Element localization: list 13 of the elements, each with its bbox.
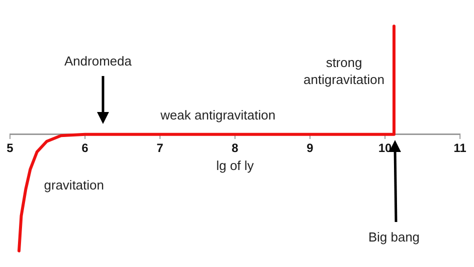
annotation: Andromeda: [64, 54, 132, 69]
annotation: Big bang: [368, 230, 420, 245]
x-axis-title: lg of ly: [216, 158, 254, 174]
x-tick-label: 7: [156, 140, 164, 155]
x-tick-label: 9: [306, 140, 314, 155]
x-tick-label: 6: [82, 140, 89, 155]
annotation: gravitation: [44, 178, 104, 193]
annotation: weak antigravitation: [160, 108, 276, 123]
x-tick-label: 10: [378, 140, 392, 155]
x-tick-label: 11: [454, 140, 467, 155]
x-tick-label: 5: [6, 140, 14, 155]
annotation: strong antigravitation: [304, 55, 384, 88]
x-tick-label: 8: [232, 140, 239, 155]
